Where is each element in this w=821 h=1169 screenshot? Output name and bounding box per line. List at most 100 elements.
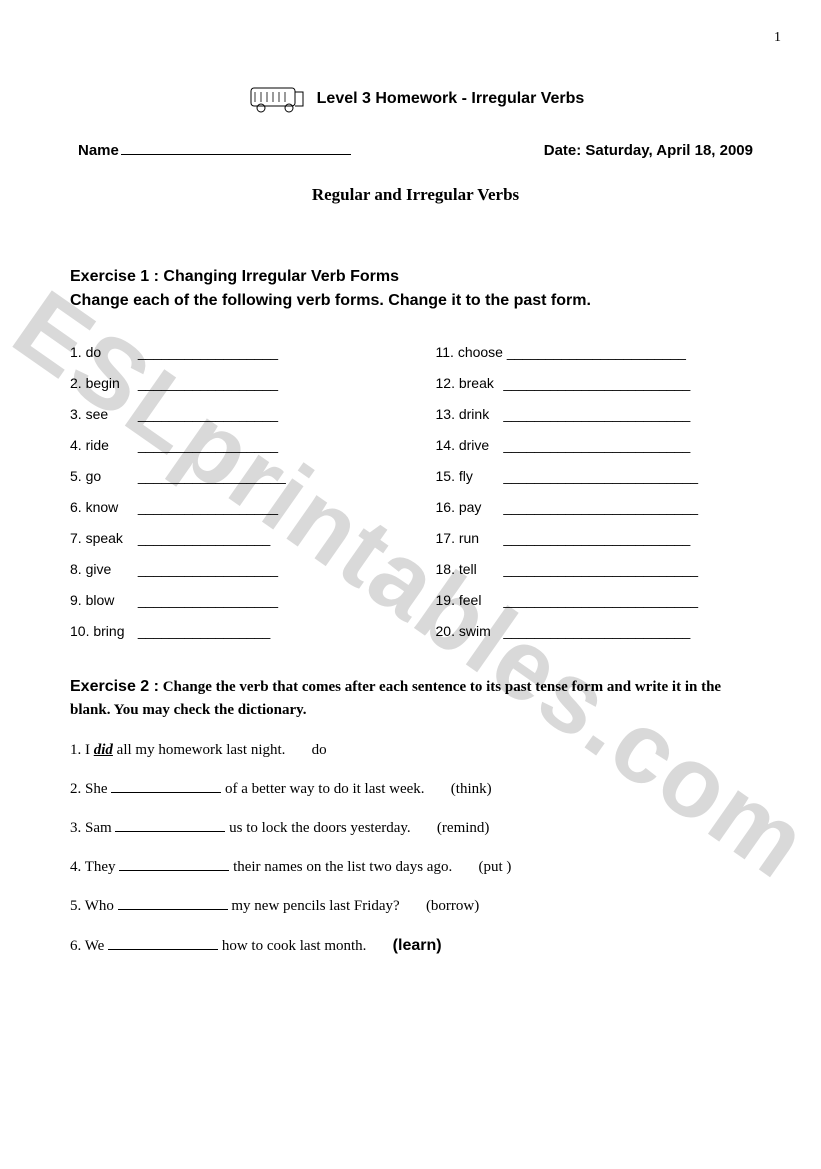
sentence-verb-hint: (learn) <box>393 935 442 957</box>
sentence-verb-hint: (put ) <box>478 857 511 878</box>
sentence-pre: 3. Sam <box>70 820 115 836</box>
verb-label: 19. feel <box>436 585 500 616</box>
sentence-gap <box>411 820 437 836</box>
verb-label: 16. pay <box>436 492 500 523</box>
sentence-post: all my homework last night. <box>113 742 285 758</box>
exercise-1-title-line2: Change each of the following verb forms.… <box>70 292 591 309</box>
verb-blank: _________________ <box>134 623 270 639</box>
verb-row: 10. bring _________________ <box>70 616 396 647</box>
exercise-2: Exercise 2 : Change the verb that comes … <box>70 675 761 957</box>
verb-label: 3. see <box>70 399 134 430</box>
name-label: Name <box>78 142 119 159</box>
sentence-pre: 5. Who <box>70 898 118 914</box>
sentence-answer-did: did <box>94 742 113 758</box>
sentence-blank <box>115 831 225 832</box>
bus-icon <box>247 80 307 118</box>
verb-label: 12. break <box>436 368 500 399</box>
sentence-gap <box>285 742 311 758</box>
sentence: 5. Who my new pencils last Friday? (borr… <box>70 896 761 917</box>
sentences: 1. I did all my homework last night. do 2… <box>70 740 761 957</box>
exercise-1-title-line1: Exercise 1 : Changing Irregular Verb For… <box>70 268 399 285</box>
verb-blank: ________________________ <box>500 406 691 422</box>
verb-blank: ___________________ <box>134 468 286 484</box>
verb-row: 20. swim ________________________ <box>436 616 762 647</box>
verb-blank: __________________ <box>134 499 278 515</box>
header-row: Level 3 Homework - Irregular Verbs <box>70 80 761 118</box>
name-blank-line <box>121 154 351 155</box>
verb-row: 8. give __________________ <box>70 554 396 585</box>
verb-label: 11. choose <box>436 337 503 368</box>
verb-blank: _________________ <box>134 530 270 546</box>
verb-blank: _______________________ <box>503 344 686 360</box>
exercise-2-title: Exercise 2 : Change the verb that comes … <box>70 675 761 722</box>
verb-blank: __________________ <box>134 561 278 577</box>
exercise-1-title: Exercise 1 : Changing Irregular Verb For… <box>70 265 761 313</box>
sentence: 1. I did all my homework last night. do <box>70 740 761 761</box>
exercise-2-lead: Exercise 2 : <box>70 678 159 695</box>
sentence-blank <box>118 909 228 910</box>
sentence-gap <box>425 781 451 797</box>
sentence-gap <box>452 859 478 875</box>
verb-blank: __________________ <box>134 437 278 453</box>
sentence-verb-hint: do <box>312 740 327 761</box>
verb-row: 5. go ___________________ <box>70 461 396 492</box>
date-label: Date: Saturday, April 18, 2009 <box>544 142 753 159</box>
exercise-1: Exercise 1 : Changing Irregular Verb For… <box>70 265 761 647</box>
verb-row: 1. do __________________ <box>70 337 396 368</box>
sentence-post: their names on the list two days ago. <box>229 859 452 875</box>
sentence-post: how to cook last month. <box>218 938 366 954</box>
sentence-blank <box>119 870 229 871</box>
sentence: 3. Sam us to lock the doors yesterday. (… <box>70 818 761 839</box>
verb-label: 7. speak <box>70 523 134 554</box>
verb-blank: ________________________ <box>500 530 691 546</box>
verb-row: 9. blow __________________ <box>70 585 396 616</box>
sentence: 2. She of a better way to do it last wee… <box>70 779 761 800</box>
sentence-post: my new pencils last Friday? <box>228 898 400 914</box>
sentence-pre: 6. We <box>70 938 108 954</box>
verb-row: 17. run ________________________ <box>436 523 762 554</box>
sentence-post: of a better way to do it last week. <box>221 781 424 797</box>
sentence-blank <box>108 949 218 950</box>
page-number: 1 <box>774 30 781 46</box>
verb-row: 3. see __________________ <box>70 399 396 430</box>
verb-row: 16. pay _________________________ <box>436 492 762 523</box>
sentence-post: us to lock the doors yesterday. <box>225 820 410 836</box>
verb-label: 1. do <box>70 337 134 368</box>
sentence-verb-hint: (remind) <box>437 818 489 839</box>
verb-blank: _________________________ <box>500 561 699 577</box>
verb-label: 4. ride <box>70 430 134 461</box>
verb-blank: _________________________ <box>500 499 699 515</box>
verb-column-left: 1. do __________________2. begin _______… <box>70 337 396 647</box>
verb-row: 11. choose _______________________ <box>436 337 762 368</box>
verb-label: 10. bring <box>70 616 134 647</box>
verb-blank: __________________ <box>134 592 278 608</box>
sentence-verb-hint: (think) <box>451 779 492 800</box>
verb-blank: _________________________ <box>500 468 699 484</box>
verb-row: 2. begin __________________ <box>70 368 396 399</box>
name-field: Name <box>78 142 351 159</box>
verb-label: 17. run <box>436 523 500 554</box>
verb-blank: __________________ <box>134 375 278 391</box>
name-date-row: Name Date: Saturday, April 18, 2009 <box>70 142 761 159</box>
sentence-verb-hint: (borrow) <box>426 896 479 917</box>
verb-label: 8. give <box>70 554 134 585</box>
subtitle: Regular and Irregular Verbs <box>70 185 761 205</box>
verb-label: 2. begin <box>70 368 134 399</box>
verb-label: 18. tell <box>436 554 500 585</box>
verb-label: 13. drink <box>436 399 500 430</box>
verb-columns: 1. do __________________2. begin _______… <box>70 337 761 647</box>
verb-blank: __________________ <box>134 406 278 422</box>
verb-row: 15. fly _________________________ <box>436 461 762 492</box>
verb-row: 14. drive ________________________ <box>436 430 762 461</box>
sentence: 4. They their names on the list two days… <box>70 857 761 878</box>
verb-row: 7. speak _________________ <box>70 523 396 554</box>
verb-row: 13. drink ________________________ <box>436 399 762 430</box>
verb-row: 12. break ________________________ <box>436 368 762 399</box>
verb-label: 6. know <box>70 492 134 523</box>
verb-column-right: 11. choose _______________________12. br… <box>436 337 762 647</box>
worksheet-title: Level 3 Homework - Irregular Verbs <box>317 90 585 108</box>
verb-blank: __________________ <box>134 344 278 360</box>
sentence-gap <box>366 938 392 954</box>
verb-blank: ________________________ <box>500 623 691 639</box>
sentence-pre: 1. I <box>70 742 94 758</box>
